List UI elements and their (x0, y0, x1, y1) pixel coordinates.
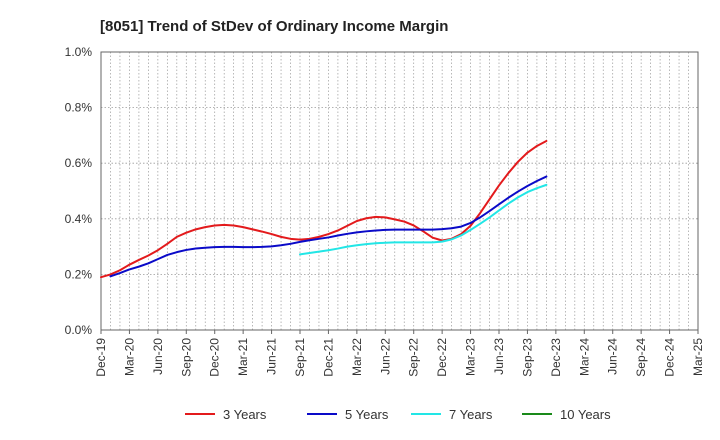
series-lines (100, 139, 548, 279)
x-tick-label: Mar-25 (691, 338, 705, 376)
x-tick-label: Jun-20 (151, 338, 165, 375)
legend-label-5-years: 5 Years (345, 407, 389, 422)
axes: 0.0% 0.2% 0.4% 0.6% 0.8% 1.0% Dec-19 Mar-20 Jun-… (65, 45, 705, 377)
y-tick-label: 0.6% (65, 156, 93, 170)
x-tick-label: Sep-22 (407, 338, 421, 377)
x-tick-label: Sep-23 (520, 338, 534, 377)
series-line-7-years (299, 183, 548, 256)
x-tick-label: Jun-24 (606, 338, 620, 375)
x-tick-label: Jun-23 (492, 338, 506, 375)
x-tick-label: Dec-21 (321, 338, 335, 377)
x-tick-label: Jun-21 (265, 338, 279, 375)
y-tick-label: 0.4% (65, 212, 93, 226)
x-tick-label: Dec-23 (549, 338, 563, 377)
x-tick-label: Jun-22 (378, 338, 392, 375)
x-tick-label: Sep-21 (293, 338, 307, 377)
x-tick-label: Sep-20 (179, 338, 193, 377)
y-tick-label: 0.0% (65, 323, 93, 337)
x-tick-label: Sep-24 (634, 338, 648, 377)
legend: 3 Years 5 Years 7 Years 10 Years (185, 407, 611, 422)
y-tick-label: 0.2% (65, 267, 93, 281)
x-tick-label: Mar-24 (577, 338, 591, 376)
series-line-5-years (109, 175, 548, 278)
plot-area (101, 52, 698, 330)
legend-label-10-years: 10 Years (560, 407, 611, 422)
legend-label-7-years: 7 Years (449, 407, 493, 422)
grid (100, 51, 699, 331)
x-tick-label: Mar-22 (350, 338, 364, 376)
x-tick-label: Mar-20 (122, 338, 136, 376)
series-line-3-years (100, 139, 548, 279)
x-tick-label: Mar-23 (464, 338, 478, 376)
x-tick-label: Dec-20 (208, 338, 222, 377)
chart-title: [8051] Trend of StDev of Ordinary Income… (100, 18, 448, 35)
x-tick-label: Dec-24 (663, 338, 677, 377)
y-tick-label: 1.0% (65, 45, 93, 59)
y-tick-label: 0.8% (65, 101, 93, 115)
x-tick-label: Mar-21 (236, 338, 250, 376)
plot-frame (100, 51, 699, 331)
x-tick-label: Dec-19 (94, 338, 108, 377)
legend-label-3-years: 3 Years (223, 407, 267, 422)
x-tick-label: Dec-22 (435, 338, 449, 377)
